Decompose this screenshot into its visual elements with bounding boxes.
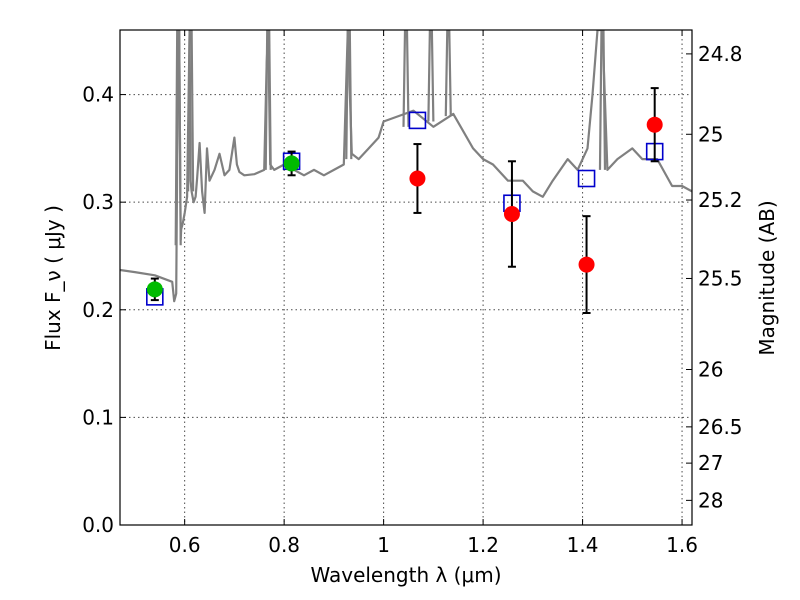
emission-line [174,30,182,246]
x-tick-label: 0.6 [169,533,201,557]
data-point [283,155,300,172]
emission-line [187,30,195,192]
mag-tick-label: 25.2 [698,188,743,212]
mag-tick-label: 27 [698,451,723,475]
model-spectrum [120,30,692,303]
y-axis-label: Flux F_ν ( μJy ) [41,205,65,351]
data-points [146,87,664,315]
data-point [409,170,426,187]
emission-line [264,30,272,170]
axes: 0.6 0.8 1 1.2 1.4 1.6 0.0 0.1 0.2 0.3 0.4 24.8 25 25.… [82,30,743,557]
x-axis-label: Wavelength λ (μm) [310,563,501,587]
y-tick-label: 0.4 [82,83,114,107]
emission-line [598,30,607,170]
emission-line [402,30,410,127]
x-tick-label: 1.2 [467,533,499,557]
mag-tick-label: 28 [698,488,723,512]
emission-line [427,30,435,122]
spectrum-line [120,30,692,303]
emission-line [345,30,353,160]
mag-tick-label: 26.5 [698,415,743,439]
x-tick-label: 1 [377,533,390,557]
data-point [503,206,520,223]
mag-tick-label: 25.5 [698,266,743,290]
data-point [578,256,595,273]
data-point [646,116,663,133]
x-tick-label: 0.8 [268,533,300,557]
data-point [146,281,163,298]
y-tick-label: 0.0 [82,513,114,537]
emission-line [444,30,452,117]
y-tick-label: 0.1 [82,405,114,429]
y-tick-label: 0.2 [82,298,114,322]
mag-tick-label: 25 [698,122,723,146]
y-axis-label-right: Magnitude (AB) [755,200,779,355]
x-tick-label: 1.6 [666,533,698,557]
x-tick-label: 1.4 [567,533,599,557]
mag-tick-label: 26 [698,358,723,382]
plot-frame [119,29,693,526]
model-square-marker [408,111,427,130]
model-square-marker [577,169,596,188]
y-tick-label: 0.3 [82,190,114,214]
mag-tick-label: 24.8 [698,42,743,66]
